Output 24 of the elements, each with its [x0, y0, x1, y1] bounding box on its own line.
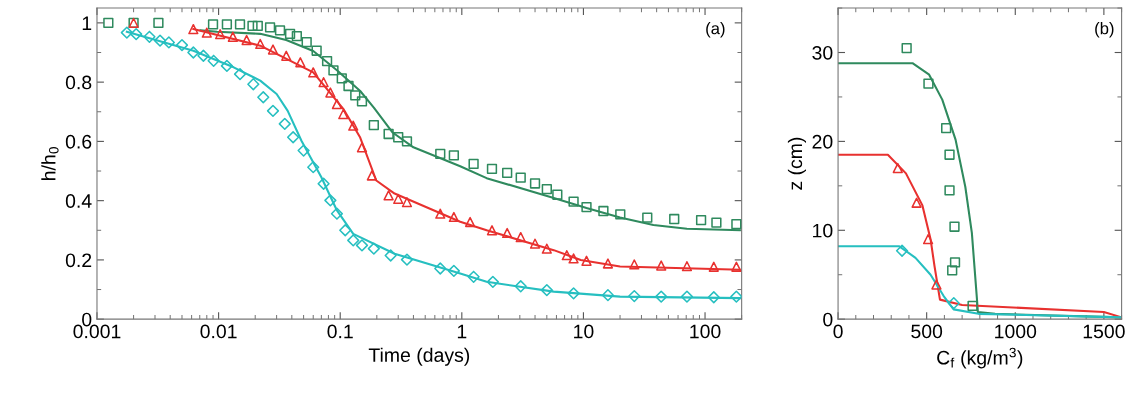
- y-tick-label: 20: [812, 134, 833, 149]
- x-tick-label: 100: [690, 324, 721, 339]
- y-tick-label: 0.4: [65, 194, 92, 208]
- x-tick-label: 1500: [1083, 324, 1125, 339]
- annotation: (b): [1095, 22, 1114, 38]
- y-tick-label: 1: [82, 16, 92, 30]
- x-tick-label: 0: [833, 324, 843, 339]
- x-tick-label: 1000: [995, 324, 1037, 339]
- x-axis-title: C$_{f}$ (kg/m$^{3}$): [937, 347, 1023, 369]
- y-tick-label: 0.6: [65, 134, 92, 149]
- x-axis-title: Time (days): [368, 347, 470, 366]
- y-tick-label: 0.8: [65, 75, 92, 90]
- y-axis-title: z (cm): [787, 137, 807, 190]
- annotation: (a): [706, 22, 725, 38]
- y-tick-label: 30: [812, 45, 833, 60]
- x-tick-label: 1: [457, 324, 467, 339]
- x-tick-label: 500: [911, 324, 943, 339]
- x-tick-label: 0.1: [327, 324, 353, 339]
- y-axis-title: h/h$_{0}$: [41, 147, 59, 180]
- x-tick-label: 0.01: [200, 324, 237, 339]
- y-tick-label: 0.2: [65, 253, 92, 268]
- y-tick-label: 0: [823, 312, 833, 327]
- y-tick-label: 10: [813, 223, 833, 238]
- x-tick-label: 10: [574, 324, 594, 339]
